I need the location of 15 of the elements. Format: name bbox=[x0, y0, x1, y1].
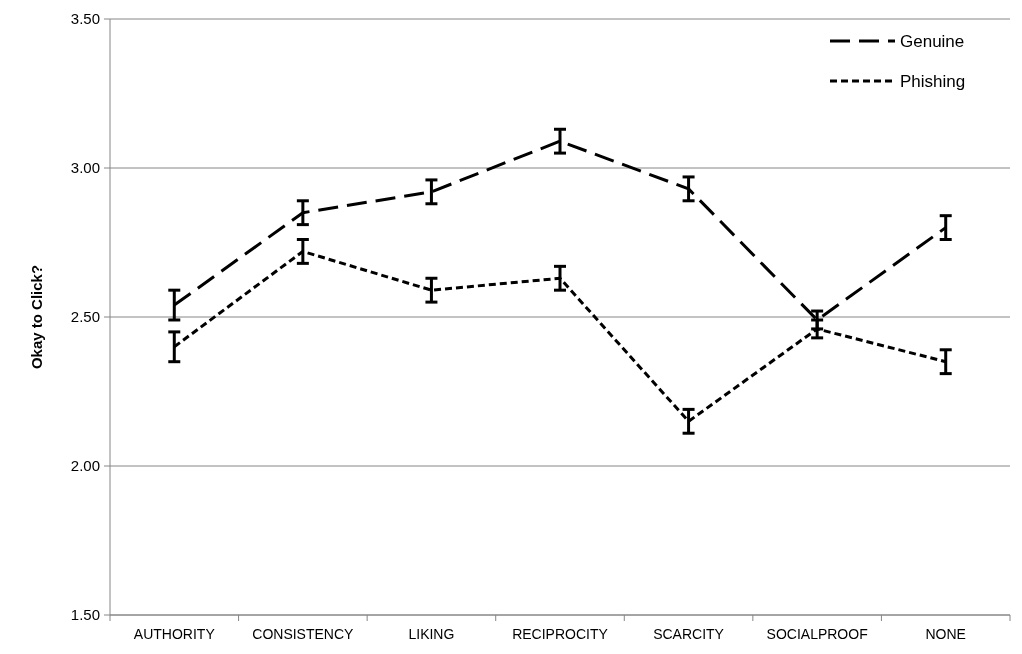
y-tick-label: 3.00 bbox=[70, 159, 100, 177]
y-tick-label: 1.50 bbox=[70, 606, 100, 624]
y-axis-title: Okay to Click? bbox=[28, 264, 45, 370]
x-tick-label: LIKING bbox=[408, 626, 455, 642]
legend-label: Genuine bbox=[900, 31, 965, 51]
y-tick-label: 2.50 bbox=[70, 308, 100, 326]
x-tick-label: SCARCITY bbox=[653, 626, 725, 642]
legend-label: Phishing bbox=[900, 71, 966, 91]
x-tick-label: SOCIALPROOF bbox=[766, 626, 868, 642]
x-tick-label: NONE bbox=[925, 626, 966, 642]
y-tick-label: 3.50 bbox=[70, 10, 100, 28]
y-tick-label: 2.00 bbox=[70, 457, 100, 475]
x-tick-label: CONSISTENCY bbox=[252, 626, 355, 642]
x-tick-label: AUTHORITY bbox=[133, 626, 216, 642]
x-tick-label: RECIPROCITY bbox=[512, 626, 609, 642]
